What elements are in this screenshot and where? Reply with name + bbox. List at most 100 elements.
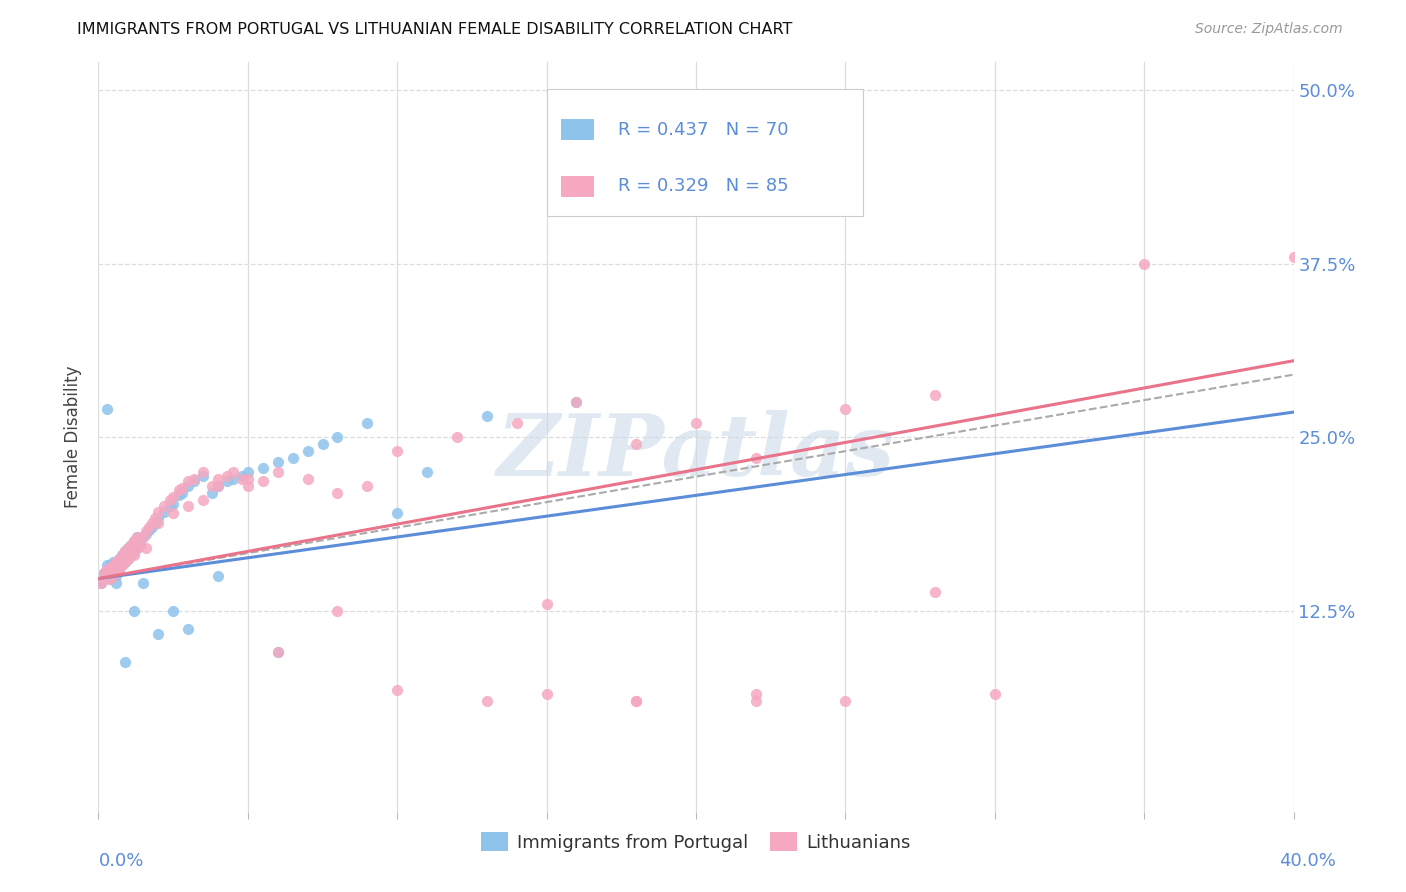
- Point: [114, 555, 136, 569]
- Point: [326, 430, 349, 444]
- Text: 40.0%: 40.0%: [1279, 852, 1336, 870]
- Point: [167, 488, 190, 502]
- Point: [506, 416, 529, 430]
- Point: [215, 469, 238, 483]
- Point: [745, 694, 768, 708]
- FancyBboxPatch shape: [561, 176, 595, 196]
- Point: [103, 569, 125, 583]
- Point: [191, 465, 214, 479]
- Point: [148, 505, 170, 519]
- Point: [132, 530, 155, 544]
- Point: [138, 523, 160, 537]
- Point: [626, 694, 648, 708]
- Point: [416, 465, 439, 479]
- Point: [385, 682, 409, 697]
- Point: [111, 548, 134, 562]
- Point: [141, 516, 163, 530]
- Point: [114, 544, 136, 558]
- Point: [236, 472, 259, 486]
- Point: [446, 430, 468, 444]
- Point: [222, 465, 245, 479]
- Point: [215, 475, 238, 489]
- Text: R = 0.437   N = 70: R = 0.437 N = 70: [619, 121, 789, 139]
- Point: [356, 416, 378, 430]
- Text: 0.0%: 0.0%: [98, 852, 143, 870]
- Point: [90, 575, 112, 590]
- Point: [143, 516, 166, 530]
- Point: [177, 478, 200, 492]
- Point: [1282, 250, 1305, 264]
- Point: [98, 562, 122, 576]
- Point: [132, 530, 155, 544]
- Point: [924, 388, 946, 402]
- Point: [111, 552, 134, 566]
- Point: [148, 516, 170, 530]
- Text: R = 0.329   N = 85: R = 0.329 N = 85: [619, 178, 789, 195]
- Point: [385, 444, 409, 458]
- Point: [191, 469, 214, 483]
- Point: [252, 460, 274, 475]
- Point: [93, 566, 115, 580]
- Point: [114, 555, 136, 569]
- Point: [117, 552, 139, 566]
- Point: [105, 575, 128, 590]
- Y-axis label: Female Disability: Female Disability: [65, 366, 83, 508]
- Point: [172, 485, 194, 500]
- Point: [536, 687, 558, 701]
- Point: [127, 541, 149, 555]
- Point: [326, 485, 349, 500]
- Point: [108, 552, 131, 566]
- Point: [267, 465, 290, 479]
- Point: [207, 472, 229, 486]
- Point: [138, 520, 160, 534]
- Point: [124, 534, 146, 549]
- Point: [141, 520, 163, 534]
- Point: [96, 569, 118, 583]
- Point: [924, 585, 946, 599]
- Point: [120, 538, 142, 552]
- Point: [117, 541, 139, 555]
- Point: [129, 538, 152, 552]
- Point: [129, 538, 152, 552]
- Point: [108, 562, 131, 576]
- Point: [183, 472, 205, 486]
- Point: [297, 444, 319, 458]
- Point: [120, 538, 142, 552]
- Point: [135, 541, 157, 555]
- Point: [745, 450, 768, 465]
- Point: [148, 510, 170, 524]
- Point: [103, 555, 125, 569]
- Point: [565, 395, 588, 409]
- Point: [475, 409, 498, 424]
- Point: [172, 482, 194, 496]
- Point: [96, 402, 118, 417]
- Point: [222, 472, 245, 486]
- Point: [626, 437, 648, 451]
- Point: [162, 507, 184, 521]
- FancyBboxPatch shape: [561, 120, 595, 140]
- Point: [108, 562, 131, 576]
- Point: [201, 485, 224, 500]
- Point: [103, 558, 125, 572]
- Point: [105, 566, 128, 580]
- Point: [105, 555, 128, 569]
- Point: [111, 558, 134, 572]
- Point: [267, 645, 290, 659]
- Point: [98, 558, 122, 572]
- Point: [201, 478, 224, 492]
- Point: [311, 437, 333, 451]
- Text: ZIPatlas: ZIPatlas: [496, 410, 896, 494]
- Point: [207, 478, 229, 492]
- Point: [162, 497, 184, 511]
- Point: [105, 558, 128, 572]
- Point: [98, 565, 122, 579]
- Point: [127, 530, 149, 544]
- Point: [120, 548, 142, 562]
- Point: [111, 548, 134, 562]
- Point: [93, 572, 115, 586]
- Point: [177, 622, 200, 636]
- Point: [127, 530, 149, 544]
- Point: [231, 469, 253, 483]
- Point: [1133, 257, 1156, 271]
- Point: [135, 527, 157, 541]
